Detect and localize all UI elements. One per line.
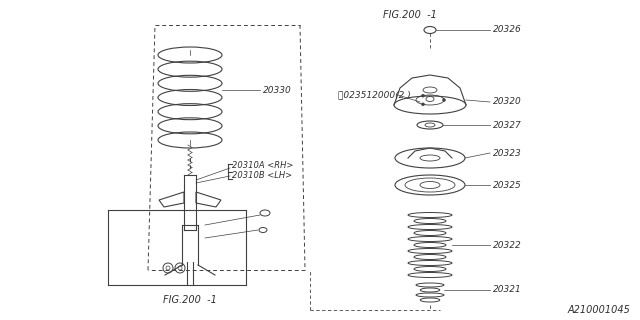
Text: 20330: 20330 (263, 86, 292, 95)
Text: Ⓝ023512000(2 ): Ⓝ023512000(2 ) (338, 91, 411, 100)
Circle shape (422, 103, 424, 106)
Text: FIG.200  -1: FIG.200 -1 (383, 10, 437, 20)
Text: A210001045: A210001045 (567, 305, 630, 315)
Circle shape (442, 99, 445, 101)
Circle shape (422, 94, 424, 97)
Text: 20327: 20327 (493, 121, 522, 130)
Text: 20322: 20322 (493, 241, 522, 250)
Text: 20325: 20325 (493, 180, 522, 189)
Text: 20310B <LH>: 20310B <LH> (232, 172, 292, 180)
Text: FIG.200  -1: FIG.200 -1 (163, 295, 217, 305)
Text: 20310A <RH>: 20310A <RH> (232, 162, 293, 171)
Text: 20321: 20321 (493, 285, 522, 294)
Text: 20323: 20323 (493, 148, 522, 157)
Text: 20326: 20326 (493, 26, 522, 35)
Text: 20320: 20320 (493, 98, 522, 107)
